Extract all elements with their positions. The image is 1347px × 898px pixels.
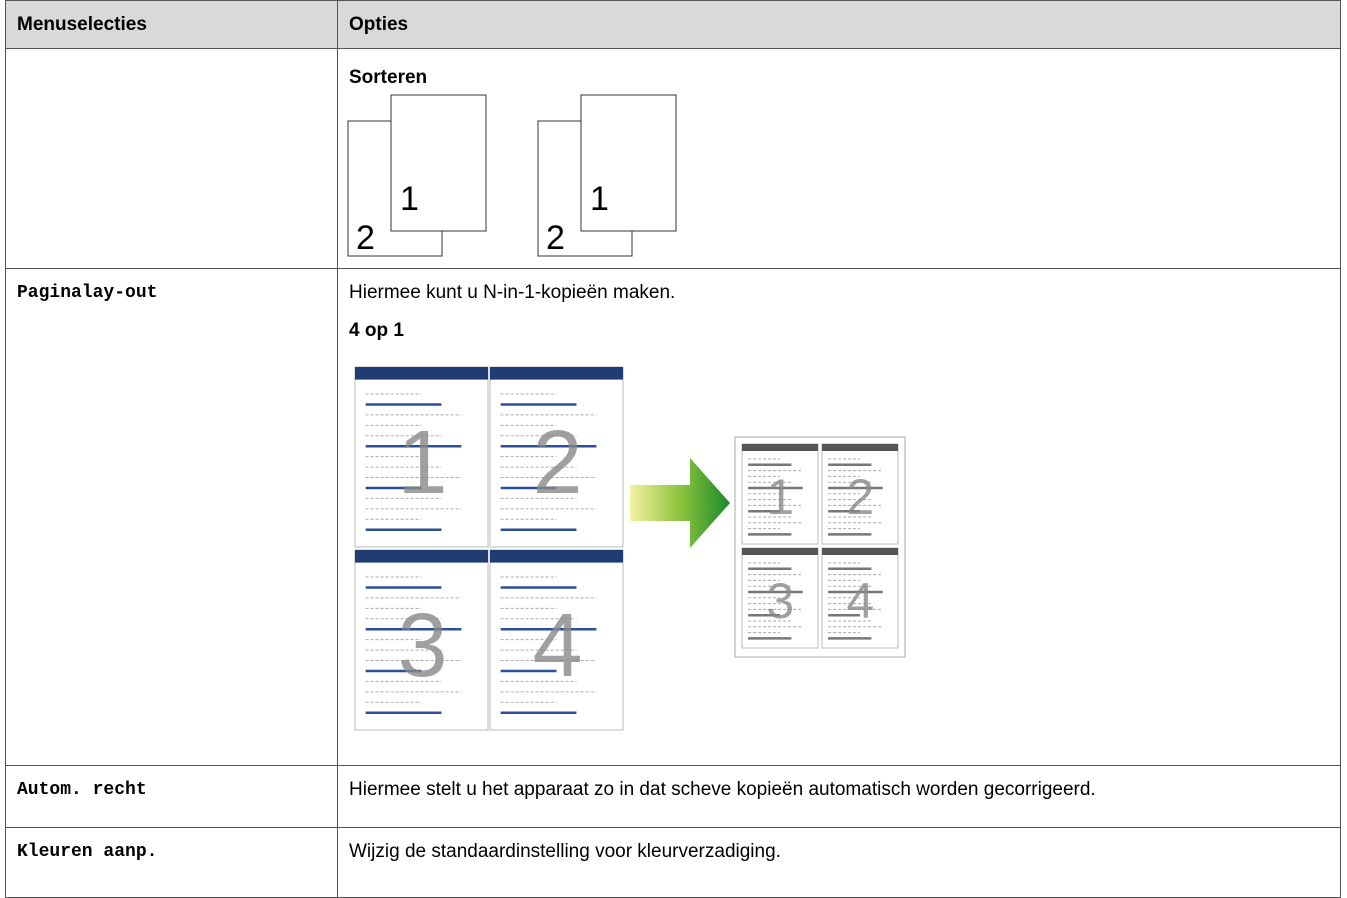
page-header-bar <box>355 550 488 563</box>
page-number: 4 <box>533 596 583 696</box>
page-number: 1 <box>766 469 794 525</box>
page-front <box>580 94 677 232</box>
document-page: 2 <box>821 443 899 545</box>
menu-cell: Kleuren aanp. <box>5 827 338 898</box>
page-front <box>390 94 487 232</box>
page-number: 3 <box>766 573 794 629</box>
page-header-bar <box>822 444 898 451</box>
page-header-bar <box>742 444 818 451</box>
page-header-bar <box>822 548 898 555</box>
page-number: 4 <box>846 573 874 629</box>
header-cell: Menuselecties <box>5 0 338 49</box>
document-page: 3 <box>354 549 489 731</box>
document-page: 1 <box>354 366 489 548</box>
description: Wijzig de standaardinstelling voor kleur… <box>337 827 1341 898</box>
table-row: Autom. recht Hiermee stelt u het apparaa… <box>5 765 1341 828</box>
page-header-bar <box>490 550 623 563</box>
n-in-1-illustration: 1 23 41 23 4 <box>354 366 906 731</box>
document-page: 4 <box>489 549 624 731</box>
menu-cell: Autom. recht <box>5 765 338 828</box>
sort-set: 2 1 <box>347 94 487 257</box>
header-row: Menuselecties Opties <box>5 0 1341 49</box>
sort-illustration: 2 1 2 1 <box>347 94 677 257</box>
page-number: 2 <box>846 469 874 525</box>
page-number: 3 <box>398 596 448 696</box>
page-number: 2 <box>546 219 565 257</box>
menu-cell <box>5 48 338 269</box>
sort-set: 2 1 <box>537 94 677 257</box>
page-header-bar <box>355 367 488 380</box>
header-cell: Opties <box>337 0 1341 49</box>
table-row: Sorteren <box>5 48 1341 269</box>
document-page: 2 <box>489 366 624 548</box>
document-page: 3 <box>741 547 819 649</box>
arrow <box>630 458 730 548</box>
page-number: 2 <box>356 219 375 257</box>
page-header-bar <box>490 367 623 380</box>
page-number: 1 <box>398 413 448 513</box>
description: Hiermee kunt u N-in-1-kopieën maken. <box>349 282 676 303</box>
option-cell: Sorteren <box>337 48 1341 269</box>
menu-cell: Paginalay-out <box>5 268 338 766</box>
page-number: 1 <box>400 180 419 218</box>
table-row: Kleuren aanp. Wijzig de standaardinstell… <box>5 827 1341 898</box>
option-heading: Sorteren <box>349 67 428 88</box>
description-text: Hiermee stelt u het apparaat zo in dat s… <box>349 779 1096 800</box>
option-heading: 4 op 1 <box>349 320 404 341</box>
page-header-bar <box>742 548 818 555</box>
document-page: 4 <box>821 547 899 649</box>
document-page: 1 <box>741 443 819 545</box>
page-number: 1 <box>590 180 609 218</box>
description: Hiermee stelt u het apparaat zo in dat s… <box>337 765 1341 828</box>
page-number: 2 <box>533 413 583 513</box>
